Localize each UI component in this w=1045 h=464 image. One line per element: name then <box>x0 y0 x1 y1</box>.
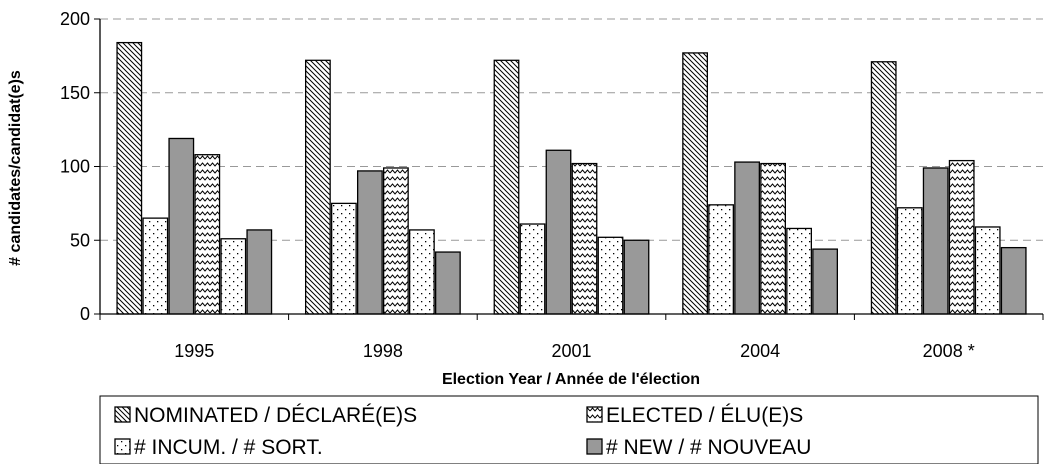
bar <box>194 154 221 315</box>
bar <box>682 52 708 315</box>
legend-swatch-solid <box>586 438 603 455</box>
bar <box>812 248 838 315</box>
bar <box>168 137 195 315</box>
x-axis-title: Election Year / Année de l'élection <box>442 371 700 388</box>
bar <box>896 207 923 315</box>
legend-swatch-wave <box>586 406 603 423</box>
legend-label: NOMINATED / DÉCLARÉ(E)S <box>134 404 417 427</box>
legend-label: # INCUM. / # SORT. <box>134 436 323 459</box>
legend-swatch-dots <box>114 438 131 455</box>
y-tick-label: 150 <box>60 83 90 103</box>
bar <box>519 223 546 315</box>
bar <box>382 167 409 315</box>
x-tick-label: 2004 <box>740 341 780 361</box>
bar <box>408 229 435 315</box>
legend-swatch-diagonal <box>114 406 131 423</box>
y-axis-title: # candidates/candidat(e)s <box>7 70 24 266</box>
bar <box>870 61 897 315</box>
bar <box>116 41 143 315</box>
bar <box>493 59 520 315</box>
y-tick-label: 50 <box>70 230 90 250</box>
bar <box>597 236 624 315</box>
bar <box>304 59 331 315</box>
bars <box>116 41 1027 315</box>
legend-box <box>99 395 1039 464</box>
bar <box>571 162 598 315</box>
bar <box>220 238 247 315</box>
bar <box>246 229 273 315</box>
bar <box>734 161 760 315</box>
bar <box>330 202 357 315</box>
legend-label: # NEW / # NOUVEAU <box>606 436 811 459</box>
y-tick-label: 100 <box>60 157 90 177</box>
legend: NOMINATED / DÉCLARÉ(E)S ELECTED / ÉLU(E)S… <box>99 395 1039 464</box>
gridlines <box>100 18 1043 241</box>
bar <box>356 170 383 315</box>
bar <box>760 162 786 315</box>
tick-labels: 0 50 100 150 200 1995 1998 2001 2004 2008 * <box>60 9 975 361</box>
bar <box>948 159 975 315</box>
axes <box>94 18 1044 320</box>
bar <box>708 204 734 315</box>
bar <box>142 217 169 315</box>
bar <box>786 227 812 315</box>
y-tick-label: 0 <box>80 304 90 324</box>
y-tick-label: 200 <box>60 9 90 29</box>
bar <box>922 167 949 315</box>
bar <box>434 251 461 315</box>
x-tick-label: 1998 <box>363 341 403 361</box>
x-tick-label: 2001 <box>551 341 591 361</box>
bar <box>1000 246 1027 315</box>
bar <box>545 149 572 315</box>
bar <box>974 226 1001 315</box>
bar <box>623 239 650 315</box>
legend-label: ELECTED / ÉLU(E)S <box>606 404 803 427</box>
x-tick-label: 2008 * <box>923 341 975 361</box>
x-tick-label: 1995 <box>174 341 214 361</box>
